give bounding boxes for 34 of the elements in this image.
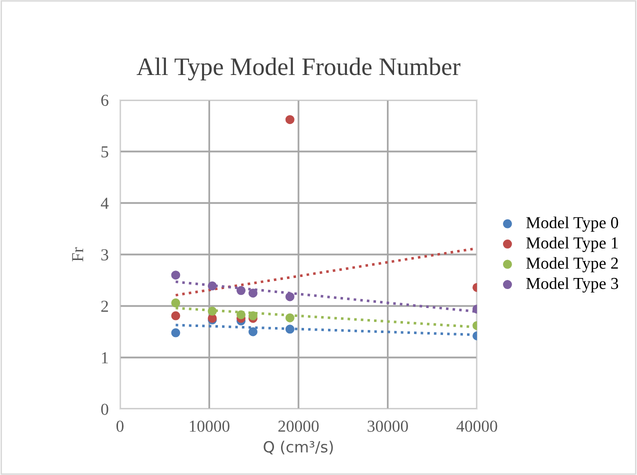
- point: [171, 298, 180, 308]
- x-tick-label: 10000: [190, 420, 230, 432]
- x-axis-title: Q (cm³/s): [264, 440, 333, 454]
- point: [236, 286, 246, 296]
- point: [285, 313, 294, 322]
- point: [248, 327, 258, 336]
- y-tick-label: 5: [102, 146, 108, 158]
- y-tick-label: 3: [101, 249, 108, 260]
- y-tick-label: 2: [101, 300, 108, 312]
- point: [248, 288, 258, 298]
- point: [208, 306, 217, 316]
- y-tick-label: 6: [101, 94, 108, 106]
- point: [171, 270, 180, 280]
- legend-label: Model Type 0: [526, 216, 618, 232]
- point: [236, 310, 246, 320]
- legend-label: Model Type 3: [526, 277, 618, 293]
- y-tick-label: 0: [101, 404, 108, 415]
- point: [285, 324, 294, 334]
- x-tick-label: 20000: [278, 420, 319, 432]
- legend-label: Model Type 2: [526, 257, 618, 272]
- x-tick-label: 0: [116, 420, 124, 432]
- point: [171, 311, 180, 320]
- x-tick-label: 30000: [368, 420, 408, 432]
- y-tick-label: 4: [100, 198, 109, 209]
- legend-label: Model Type 1: [526, 236, 618, 252]
- point: [208, 281, 217, 290]
- point: [171, 328, 180, 338]
- y-tick-label: 1: [102, 352, 108, 364]
- x-tick-label: 40000: [456, 420, 498, 432]
- point: [285, 115, 294, 124]
- point: [285, 292, 294, 302]
- y-axis-title: Fr: [72, 247, 84, 262]
- point: [248, 311, 258, 320]
- chart-title: All Type Model Froude Number: [136, 58, 460, 80]
